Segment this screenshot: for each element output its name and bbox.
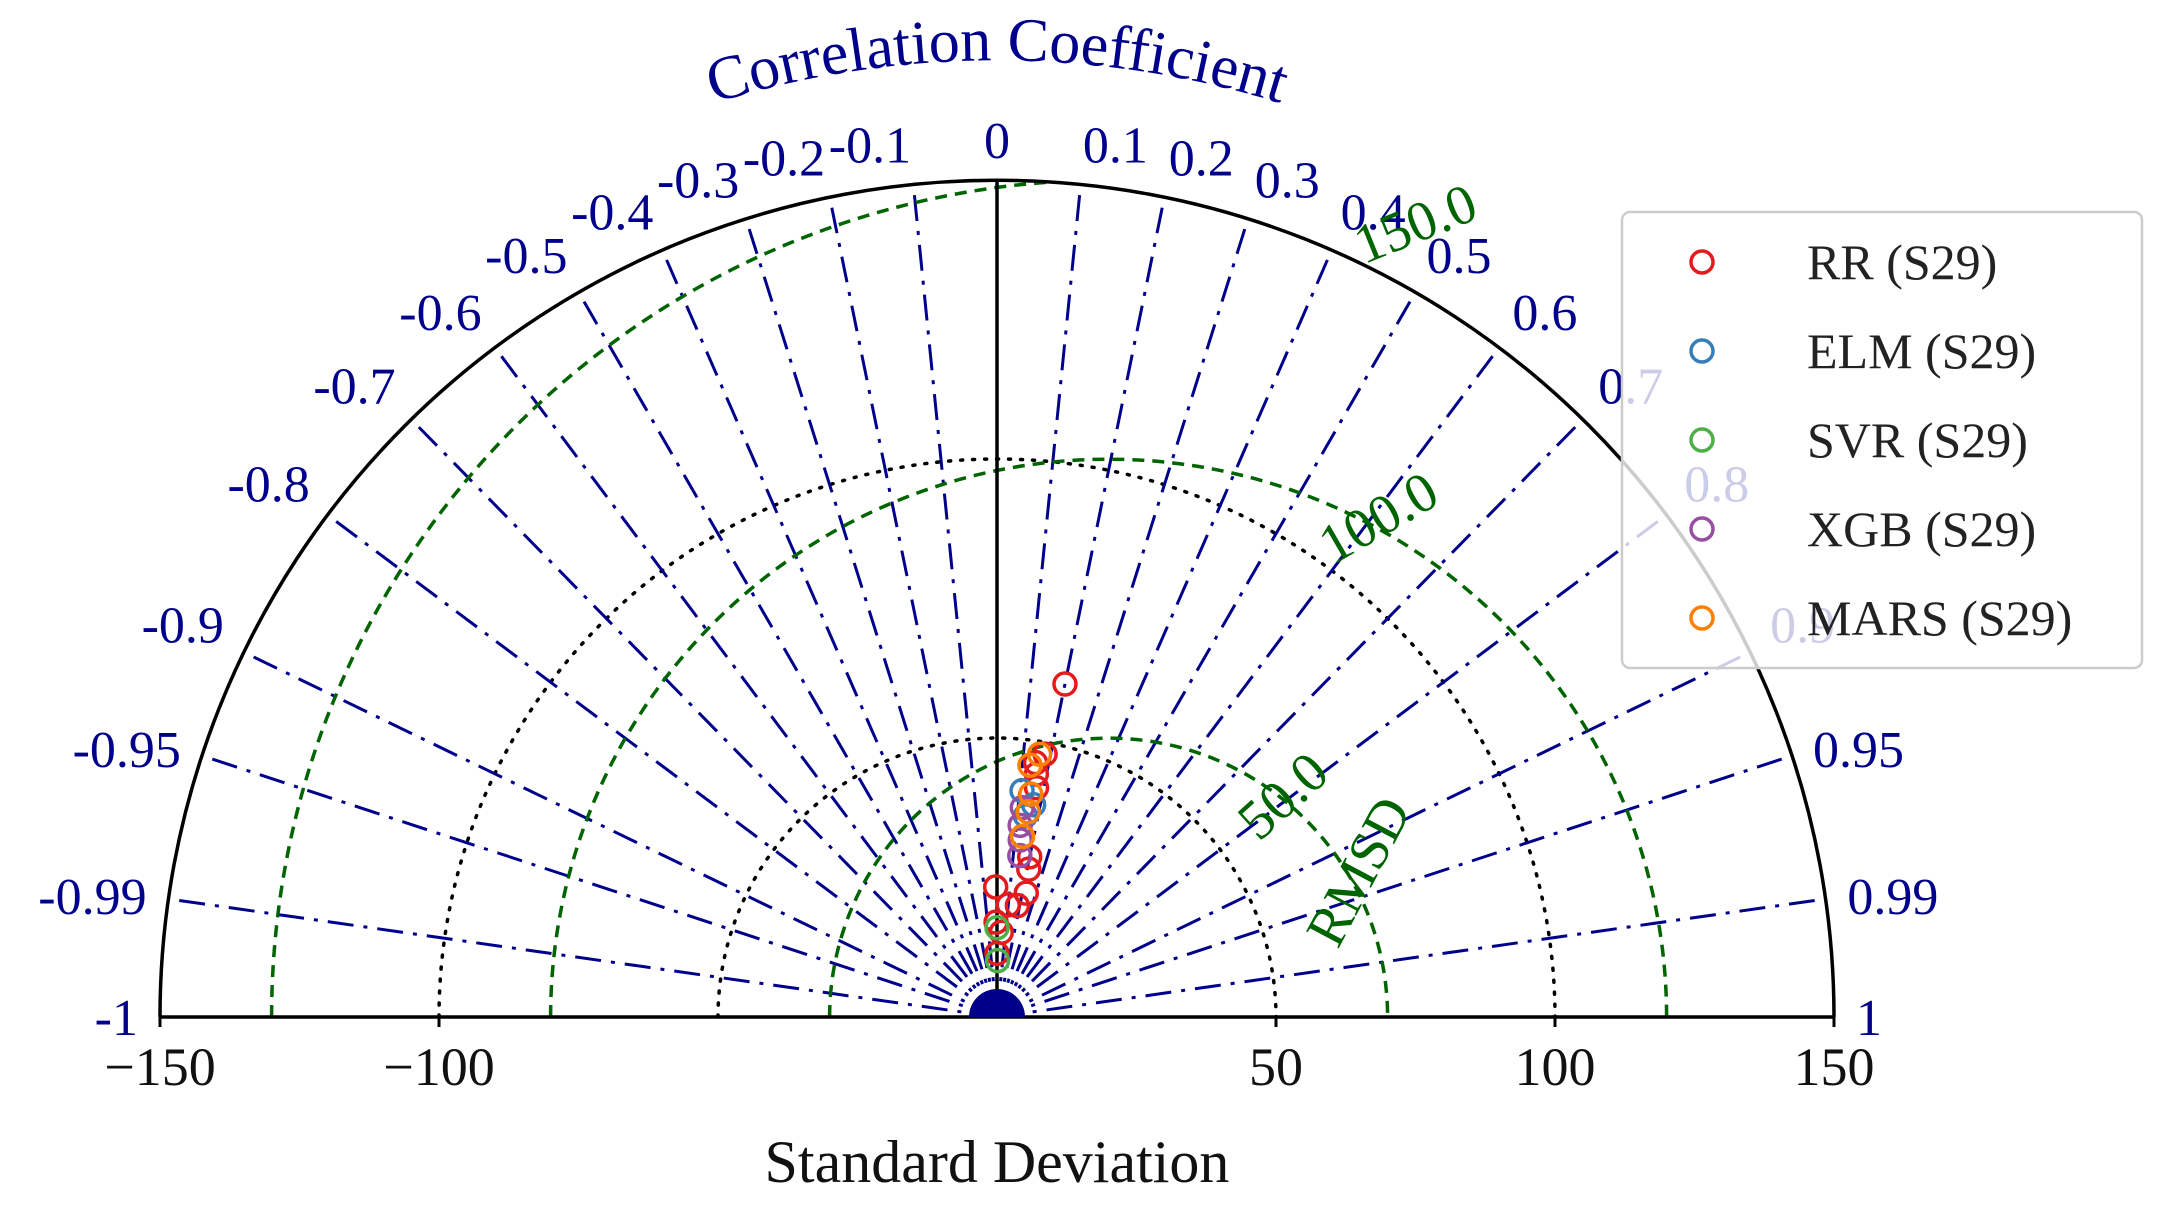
sd-tick-label: −150 [104,1037,215,1097]
data-point [995,892,1022,918]
corr-tick-label: -0.9 [142,598,224,655]
corr-tick-label: 0.4 [1341,185,1406,242]
corr-tick-label: 0.99 [1847,869,1938,926]
corr-tick-label: -0.99 [38,869,146,926]
data-point [984,947,1011,974]
corr-tick-label: 1 [1856,990,1882,1047]
legend-label: XGB (S29) [1807,501,2036,557]
data-point [1004,892,1031,919]
rmsd-contour-label: 50.0 [1226,740,1340,852]
data-point [1009,794,1036,821]
corr-radial [996,897,1826,1019]
data-point [1007,842,1033,869]
corr-axis-title: Correlation Coefficient [698,6,1296,116]
grid-layer [168,180,1834,1019]
data-point [1023,774,1050,801]
corr-tick-label: -0.3 [657,153,739,210]
corr-radial [996,513,1668,1019]
corr-radial [996,754,1793,1019]
data-point [982,874,1009,900]
legend-label: SVR (S29) [1807,412,2028,468]
corr-radial [744,218,999,1018]
corr-radial [995,218,1250,1018]
corr-radial [995,418,1584,1019]
legend-box [1620,210,2144,670]
corr-radial [995,346,1501,1018]
corr-radial [996,650,1751,1019]
sd-tick-label: −100 [383,1037,494,1097]
corr-tick-label: -0.95 [73,722,181,779]
corr-tick-label: -1 [95,990,138,1047]
corr-tick-label: 0.1 [1083,117,1148,174]
corr-radial [660,249,999,1018]
x-axis-title: Standard Deviation [765,1129,1230,1195]
legend-marker [1689,249,1715,275]
origin-marker [969,989,1025,1017]
rmsd-title: RMSD [1294,787,1423,956]
corr-tick-label: -0.5 [485,228,567,285]
corr-radial [168,897,998,1019]
points-layer [982,671,1078,974]
rmsd-contours [269,180,1834,1017]
rmsd-contour-label: 100.0 [1309,460,1449,577]
legend-label: MARS (S29) [1807,590,2072,646]
corr-tick-label: 0 [984,113,1010,170]
corr-radial [243,650,998,1019]
corr-tick-label: 0.5 [1427,228,1492,285]
corr-tick-label: 0.3 [1255,153,1320,210]
rmsd-contour-150 [269,180,1834,1017]
corr-tick-label: -0.1 [829,117,911,174]
legend-label: ELM (S29) [1807,323,2036,379]
sd-tick-label: 50 [1249,1037,1303,1097]
data-point [1007,812,1033,839]
corr-radial [577,291,999,1018]
legend-marker [1689,605,1715,631]
corr-tick-label: 0.95 [1813,722,1904,779]
corr-radial [201,754,998,1019]
corr-radial [828,196,999,1018]
corr-radial [493,346,999,1018]
legend-label: RR (S29) [1807,234,1997,290]
corr-radial [326,513,998,1019]
corr-radial [995,249,1334,1018]
data-point [1017,752,1043,779]
legend: RR (S29) ELM (S29) SVR (S29) XGB (S29) MARS … [1620,210,2144,670]
data-point [984,914,1010,941]
sd-tick-label: 100 [1515,1037,1596,1097]
legend-marker [1689,516,1715,542]
corr-tick-label: -0.4 [571,185,653,242]
corr-axis-title-path: Correlation Coefficient [698,6,1296,116]
legend-marker [1689,338,1715,364]
corr-radial [995,291,1417,1018]
corr-tick-label: -0.8 [227,457,309,514]
corr-tick-label: -0.7 [313,359,395,416]
data-point [1018,781,1044,807]
corr-tick-label: -0.6 [399,285,481,342]
corr-tick-label: 0.2 [1169,130,1234,187]
data-point [1015,799,1041,825]
legend-marker [1689,427,1715,453]
corr-tick-label: 0.6 [1512,285,1577,342]
data-point [1009,823,1036,850]
data-point [1052,671,1078,697]
sd-tick-label: 150 [1794,1037,1875,1097]
corr-radial [995,184,1083,1018]
corr-radial [410,418,999,1019]
corr-tick-label: -0.2 [743,130,825,187]
corr-radial [911,184,999,1018]
